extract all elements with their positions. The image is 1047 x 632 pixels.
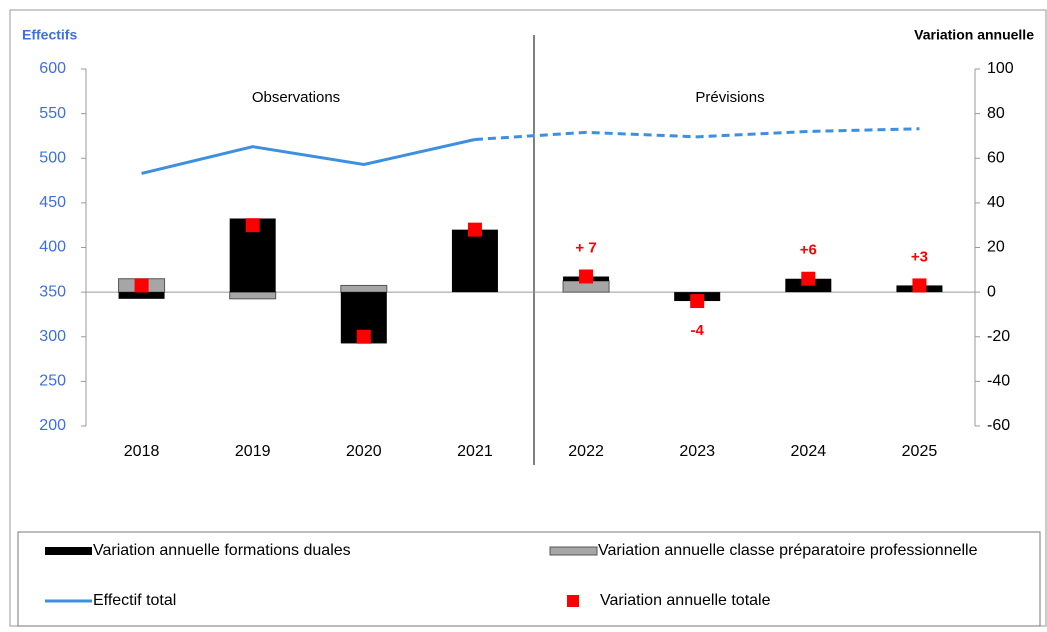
y2-tick-label: 0	[987, 283, 996, 300]
legend-swatch	[567, 595, 579, 607]
annotation: Observations	[252, 89, 340, 106]
legend-label: Effectif total	[93, 592, 176, 609]
bar	[451, 229, 498, 293]
legend-swatch	[549, 546, 598, 556]
y2-tick-label: -40	[987, 373, 1010, 390]
marker	[912, 278, 927, 293]
line	[474, 127, 920, 142]
legend-label: Variation annuelle classe préparatoire p…	[598, 542, 978, 559]
x-tick-label: 2023	[679, 443, 715, 460]
y-tick-label: 550	[39, 105, 66, 122]
marker	[690, 294, 705, 309]
y-tick-label: 350	[39, 283, 66, 300]
x-tick-label: 2018	[124, 443, 160, 460]
y2-tick-label: -20	[987, 328, 1010, 345]
marker	[356, 329, 371, 344]
y-tick-label: 500	[39, 149, 66, 166]
x-tick-label: 2019	[235, 443, 271, 460]
marker	[245, 218, 260, 233]
y2-axis-title: Variation annuelle	[914, 27, 1034, 43]
x-tick-label: 2021	[457, 443, 493, 460]
legend-label: Variation annuelle formations duales	[93, 542, 351, 559]
bar	[229, 291, 277, 300]
legend-swatch	[45, 547, 92, 555]
y2-tick-label: 40	[987, 194, 1005, 211]
y2-tick-label: 100	[987, 60, 1014, 77]
bar	[340, 284, 388, 293]
marker	[801, 271, 816, 286]
x-tick-label: 2025	[902, 443, 938, 460]
marker	[467, 222, 482, 237]
y2-tick-label: 20	[987, 239, 1005, 256]
y-tick-label: 250	[39, 373, 66, 390]
data-label: +6	[800, 242, 817, 259]
bar	[118, 292, 165, 299]
x-tick-label: 2024	[791, 443, 827, 460]
y-axis-title: Effectifs	[22, 27, 77, 43]
data-label: -4	[691, 322, 705, 339]
data-label: + 7	[575, 239, 596, 256]
annotation: Prévisions	[695, 89, 764, 106]
y-tick-label: 300	[39, 328, 66, 345]
y2-tick-label: -60	[987, 417, 1010, 434]
y2-tick-label: 80	[987, 105, 1005, 122]
line	[141, 138, 476, 175]
y2-tick-label: 60	[987, 149, 1005, 166]
x-tick-label: 2020	[346, 443, 382, 460]
y-tick-label: 600	[39, 60, 66, 77]
legend	[17, 531, 1041, 627]
y-tick-label: 200	[39, 417, 66, 434]
data-label: +3	[911, 248, 928, 265]
legend-label: Variation annuelle totale	[600, 592, 771, 609]
marker	[579, 269, 594, 284]
y-tick-label: 400	[39, 239, 66, 256]
marker	[134, 278, 149, 293]
y-tick-label: 450	[39, 194, 66, 211]
frame	[9, 9, 1047, 627]
x-tick-label: 2022	[568, 443, 604, 460]
